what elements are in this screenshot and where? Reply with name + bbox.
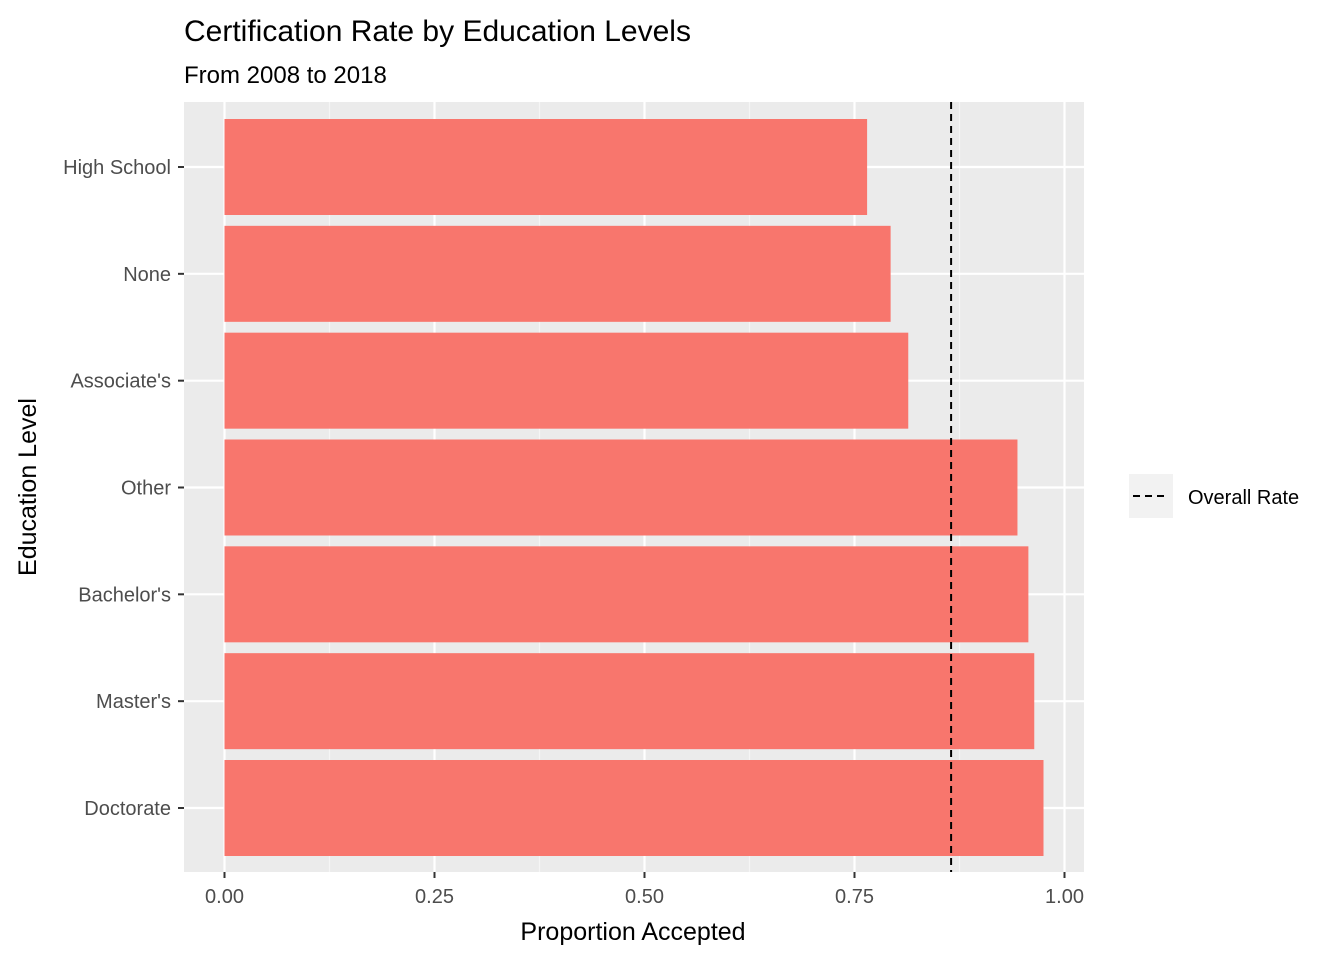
bar xyxy=(224,760,1044,856)
bar xyxy=(224,439,1018,536)
x-tick-label: 0.75 xyxy=(835,886,874,908)
x-axis: 0.00 0.25 0.50 0.75 1.00 xyxy=(205,872,1084,908)
x-tick-label: 0.25 xyxy=(415,886,454,908)
bars xyxy=(224,119,1044,856)
chart-title: Certification Rate by Education Levels xyxy=(184,15,691,48)
y-tick-label: Master's xyxy=(96,691,171,713)
bar xyxy=(224,653,1035,750)
legend: Overall Rate xyxy=(1129,474,1299,518)
bar xyxy=(224,546,1029,643)
y-tick-label: None xyxy=(123,264,171,286)
bar xyxy=(224,119,868,215)
y-tick-label: Associate's xyxy=(70,371,171,393)
bar xyxy=(224,225,891,322)
bar xyxy=(224,332,909,429)
y-tick-label: High School xyxy=(63,157,171,179)
x-axis-title: Proportion Accepted xyxy=(520,918,745,946)
y-axis-title: Education Level xyxy=(14,398,42,576)
y-tick-label: Doctorate xyxy=(84,798,171,820)
x-tick-label: 0.00 xyxy=(205,886,244,908)
chart-subtitle: From 2008 to 2018 xyxy=(184,62,387,89)
y-axis: High School None Associate's Other Bachelor'… xyxy=(63,157,184,820)
y-tick-label: Bachelor's xyxy=(78,584,171,606)
legend-label: Overall Rate xyxy=(1188,487,1299,509)
x-tick-label: 0.50 xyxy=(625,886,664,908)
y-tick-label: Other xyxy=(121,478,171,500)
x-tick-label: 1.00 xyxy=(1045,886,1084,908)
